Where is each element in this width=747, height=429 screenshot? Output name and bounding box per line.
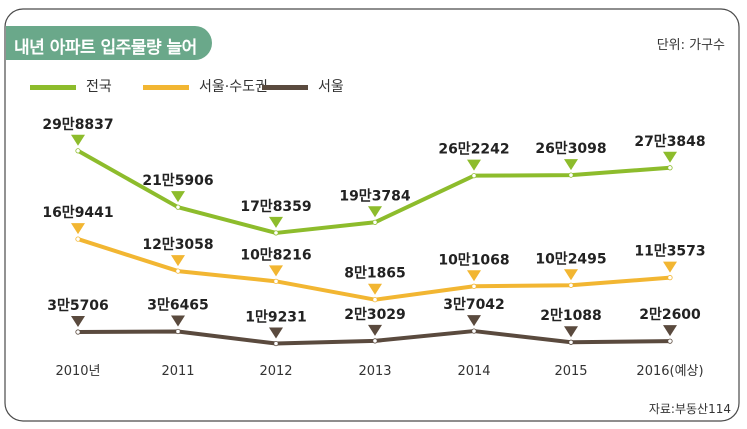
legend-label-national: 전국 bbox=[86, 79, 112, 95]
data-label-national: 21만5906 bbox=[142, 173, 213, 189]
data-point-seoul-metro bbox=[175, 268, 181, 274]
data-point-seoul-metro bbox=[568, 282, 574, 288]
marker-triangle-seoul bbox=[564, 326, 578, 338]
data-point-national bbox=[568, 172, 574, 178]
x-tick-label: 2015 bbox=[554, 364, 587, 379]
chart-title: 내년 아파트 입주물량 늘어 bbox=[14, 38, 197, 58]
marker-triangle-seoul-metro bbox=[368, 283, 382, 295]
marker-triangle-seoul-metro bbox=[171, 255, 185, 267]
marker-triangle-seoul-metro bbox=[269, 265, 283, 277]
data-label-seoul: 3만5706 bbox=[47, 298, 109, 314]
x-tick-label: 2016(예상) bbox=[636, 364, 703, 379]
data-label-seoul-metro: 10만2495 bbox=[535, 251, 606, 267]
marker-triangle-national bbox=[71, 134, 85, 146]
data-label-seoul-metro: 8만1865 bbox=[344, 266, 406, 282]
data-label-seoul: 1만9231 bbox=[245, 310, 307, 326]
x-tick-label: 2011 bbox=[161, 364, 194, 379]
data-label-national: 27만3848 bbox=[634, 134, 705, 150]
data-point-seoul bbox=[667, 338, 673, 344]
data-label-seoul-metro: 10만8216 bbox=[240, 247, 311, 263]
marker-triangle-seoul bbox=[269, 327, 283, 339]
source-note: 자료:부동산114 bbox=[648, 402, 731, 416]
x-tick-label: 2013 bbox=[358, 364, 391, 379]
data-point-national bbox=[471, 173, 477, 179]
data-label-seoul-metro: 16만9441 bbox=[42, 205, 113, 221]
data-label-seoul-metro: 11만3573 bbox=[634, 244, 705, 260]
data-label-seoul: 2만3029 bbox=[344, 307, 406, 323]
marker-triangle-national bbox=[564, 159, 578, 171]
legend-label-seoul-metro: 서울·수도권 bbox=[199, 79, 268, 95]
marker-triangle-seoul bbox=[71, 316, 85, 328]
data-point-seoul-metro bbox=[372, 297, 378, 303]
marker-triangle-seoul bbox=[171, 315, 185, 327]
marker-triangle-seoul-metro bbox=[71, 223, 85, 235]
data-point-seoul-metro bbox=[75, 236, 81, 242]
data-point-seoul bbox=[175, 328, 181, 335]
data-label-seoul-metro: 12만3058 bbox=[142, 237, 213, 253]
data-point-seoul bbox=[471, 328, 477, 334]
marker-triangle-national bbox=[663, 151, 677, 163]
data-point-seoul-metro bbox=[273, 278, 279, 284]
data-label-seoul-metro: 10만1068 bbox=[438, 252, 509, 268]
x-tick-label: 2014 bbox=[457, 364, 490, 379]
data-label-national: 26만2242 bbox=[438, 142, 509, 158]
data-point-seoul-metro bbox=[667, 275, 673, 281]
data-point-seoul bbox=[372, 338, 378, 344]
marker-triangle-seoul-metro bbox=[467, 270, 481, 282]
legend-swatch-seoul-metro bbox=[143, 85, 189, 90]
marker-triangle-seoul bbox=[368, 324, 382, 336]
plot-area: 29만8837 21만5906 17만8359 19만3784 26만2242 26만30… bbox=[42, 117, 705, 379]
data-point-national bbox=[273, 230, 279, 236]
data-point-national bbox=[75, 148, 81, 154]
unit-label: 단위: 가구수 bbox=[656, 38, 725, 53]
data-point-seoul bbox=[568, 339, 574, 345]
data-label-national: 19만3784 bbox=[339, 188, 411, 204]
data-label-seoul: 2만1088 bbox=[540, 308, 602, 324]
data-point-seoul-metro bbox=[471, 283, 477, 289]
legend-swatch-national bbox=[30, 85, 76, 90]
marker-triangle-seoul-metro bbox=[564, 269, 578, 281]
x-tick-label: 2012 bbox=[259, 364, 292, 379]
marker-triangle-seoul bbox=[663, 325, 677, 337]
data-point-national bbox=[372, 219, 378, 225]
marker-triangle-national bbox=[171, 191, 185, 203]
marker-triangle-national bbox=[269, 216, 283, 228]
data-label-national: 26만3098 bbox=[535, 141, 606, 157]
data-point-seoul bbox=[75, 329, 81, 335]
data-label-seoul: 2만2600 bbox=[639, 307, 701, 323]
data-point-national bbox=[175, 204, 181, 210]
x-tick-label: 2010년 bbox=[55, 364, 100, 379]
marker-triangle-national bbox=[368, 206, 382, 218]
data-label-national: 29만8837 bbox=[42, 117, 113, 133]
data-point-seoul bbox=[273, 340, 279, 347]
data-label-seoul: 3만7042 bbox=[443, 297, 505, 313]
marker-triangle-seoul bbox=[467, 315, 481, 327]
legend-label-seoul: 서울 bbox=[318, 79, 344, 95]
legend-swatch-seoul bbox=[262, 85, 308, 90]
data-label-seoul: 3만6465 bbox=[147, 297, 209, 313]
marker-triangle-national bbox=[467, 159, 481, 171]
data-point-national bbox=[667, 165, 673, 171]
title-banner bbox=[6, 26, 212, 60]
marker-triangle-seoul-metro bbox=[663, 261, 677, 273]
data-label-national: 17만8359 bbox=[240, 199, 311, 215]
